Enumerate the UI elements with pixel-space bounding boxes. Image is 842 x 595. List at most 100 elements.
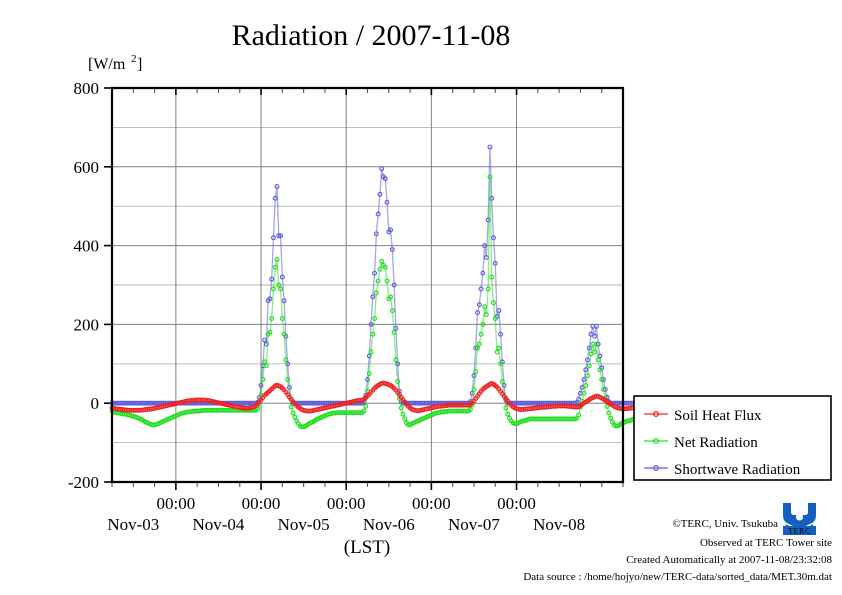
data-point [389, 308, 395, 314]
data-point [368, 321, 374, 327]
credit-line-4: Data source : /home/hojyo/new/TERC-data/… [523, 571, 832, 583]
data-point [483, 312, 489, 317]
data-point [505, 411, 511, 417]
page-title: Radiation / 2007-11-08 [232, 19, 511, 52]
data-point [581, 390, 587, 396]
data-point [274, 184, 280, 189]
credit-line-2: Observed at TERC Tower site [700, 537, 832, 549]
data-point [592, 349, 598, 355]
data-point [395, 379, 401, 384]
y-tick-label-layer: 800 600 400 200 0 -200 [68, 79, 99, 492]
legend-swatch-marker [652, 438, 659, 445]
data-point [480, 321, 486, 327]
data-point [503, 405, 509, 411]
data-point [492, 316, 498, 321]
data-point [588, 351, 594, 357]
y-tick-label: -200 [68, 473, 99, 492]
data-point [373, 290, 379, 296]
data-point [262, 337, 268, 343]
data-point [262, 359, 268, 365]
data-point [258, 383, 264, 388]
data-point [279, 274, 285, 280]
data-point [480, 270, 486, 276]
data-point [292, 414, 298, 420]
terc-logo-cup [783, 503, 816, 524]
data-point [494, 349, 500, 355]
data-point [498, 361, 504, 367]
data-point [286, 384, 292, 390]
plot-axis-frame [110, 86, 625, 484]
data-point [377, 266, 383, 272]
legend-item[interactable]: Soil Heat Flux [644, 408, 762, 424]
y-unit-superscript: 2 [131, 53, 137, 65]
data-point [274, 256, 280, 262]
x-day-label: Nov-06 [363, 515, 415, 534]
legend-entries: Soil Heat Flux Net Radiation Shortwave Rad… [644, 408, 801, 478]
data-point [400, 411, 406, 417]
legend-item[interactable]: Shortwave Radiation [644, 462, 801, 478]
y-tick-label: 400 [74, 237, 100, 256]
data-point [363, 403, 369, 409]
data-point [601, 386, 606, 392]
data-point [471, 386, 477, 392]
data-point [370, 331, 376, 337]
y-unit-main: [W/m [88, 56, 126, 73]
data-point [487, 144, 493, 150]
data-point [388, 227, 394, 233]
x-tick-label-layer: 00:00 00:00 00:00 00:00 00:00 [157, 494, 536, 513]
data-point [398, 405, 404, 411]
credits-block: ©TERC, Univ. Tsukuba Observed at TERC To… [523, 518, 832, 583]
x-tick-label: 00:00 [242, 494, 281, 513]
data-point [402, 416, 408, 422]
data-point [391, 329, 397, 335]
data-point [267, 329, 273, 335]
legend-label: Soil Heat Flux [674, 408, 762, 424]
data-point [278, 233, 284, 239]
data-point [476, 341, 482, 347]
data-point [498, 331, 504, 337]
data-point [393, 357, 399, 363]
data-point [489, 274, 495, 280]
x-day-label: Nov-07 [448, 515, 500, 534]
x-tick-label: 00:00 [327, 494, 366, 513]
y-tick-label: 200 [74, 315, 100, 334]
x-tick-label: 00:00 [497, 494, 536, 513]
legend-item[interactable]: Net Radiation [644, 435, 758, 451]
data-point [375, 211, 381, 217]
data-point [585, 357, 590, 363]
data-point [487, 174, 493, 180]
y-unit-tail: ] [137, 56, 142, 73]
data-point [278, 286, 284, 292]
data-point [581, 377, 587, 383]
data-point [281, 331, 287, 337]
terc-logo-text: TERC [788, 527, 811, 536]
data-point [576, 412, 582, 418]
y-tick-label: 0 [91, 394, 100, 413]
terc-logo-arc-1 [786, 518, 813, 527]
series-layer [109, 144, 645, 430]
data-point [276, 233, 282, 239]
data-point [576, 396, 582, 402]
legend-border [633, 395, 832, 481]
data-point [269, 276, 275, 282]
x-day-label: Nov-03 [107, 515, 159, 534]
data-point [475, 310, 480, 316]
y-tick-label: 600 [74, 158, 100, 177]
data-point [586, 345, 592, 351]
x-tick-label: 00:00 [157, 494, 196, 513]
data-point [263, 341, 269, 347]
series-soil-heat-flux [109, 380, 645, 414]
y-axis-unit-label: [W/m 2 ] [88, 53, 142, 73]
legend-label: Net Radiation [674, 435, 758, 451]
data-point [281, 298, 287, 304]
data-point [271, 286, 276, 292]
data-point [276, 282, 282, 288]
data-point [491, 300, 496, 306]
legend-swatch-marker [652, 411, 659, 418]
data-point [283, 357, 289, 363]
data-point [269, 316, 275, 321]
data-point [382, 264, 388, 270]
data-point [372, 316, 378, 321]
